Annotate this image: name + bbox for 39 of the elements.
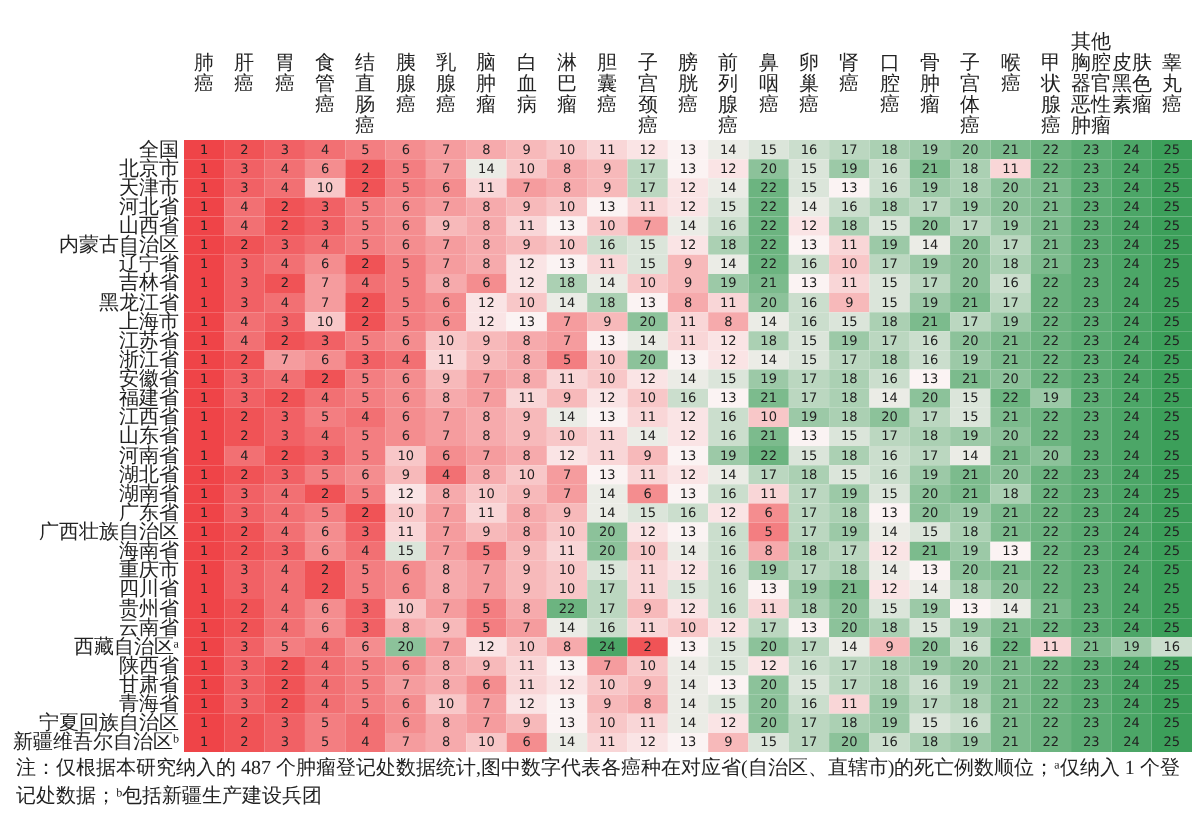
text: 注：仅根据本研究纳入的 487 个肿瘤登记处数据统计,图中数字代表各癌种在对应省(自治区、直辖市)的死亡例数顺位；ᵃ仅纳入 1 个登记处数据；ᵇ包括新疆生产建设兵团 bbox=[16, 756, 1182, 812]
y-tick-label: 天津市 bbox=[119, 175, 179, 200]
x-tick-label: 皮肤黑色素瘤 bbox=[1111, 51, 1152, 117]
y-tick-label: 北京市 bbox=[119, 156, 179, 181]
x-tick-label: 肾癌 bbox=[839, 51, 860, 96]
x-tick-label: 甲状腺癌 bbox=[1038, 53, 1061, 138]
y-tick-label: 湖南省 bbox=[119, 481, 179, 506]
y-tick-label: 河北省 bbox=[119, 194, 179, 219]
x-tick-label: 卵巢癌 bbox=[798, 51, 819, 117]
y-tick-label: 贵州省 bbox=[119, 596, 179, 621]
x-tick-label: 白血病 bbox=[516, 51, 537, 117]
y-tick-label: 河南省 bbox=[119, 443, 179, 468]
x-tick-label: 胰腺癌 bbox=[395, 51, 416, 117]
x-tick-label: 食管癌 bbox=[315, 51, 336, 117]
x-tick-label: 肝癌 bbox=[234, 53, 255, 96]
y-tick-label: 陕西省 bbox=[119, 653, 179, 678]
x-tick-label: 淋巴瘤 bbox=[557, 51, 578, 117]
x-tick-label: 胃癌 bbox=[274, 53, 295, 96]
y-tick-label: 上海市 bbox=[119, 309, 179, 334]
x-tick-label: 其他胸腔器官恶性肿瘤 bbox=[1069, 30, 1112, 138]
x-tick-label: 子宫颈癌 bbox=[637, 53, 658, 138]
x-tick-label: 骨肿瘤 bbox=[919, 53, 940, 117]
y-tick-label: 新疆维吾尔自治区ᵇ bbox=[12, 730, 179, 755]
x-tick-label: 乳腺癌 bbox=[436, 51, 457, 117]
x-tick-label: 子宫体癌 bbox=[960, 53, 981, 138]
x-tick-label: 胆囊癌 bbox=[597, 53, 618, 117]
y-tick-label: 浙江省 bbox=[119, 347, 179, 372]
y-tick-label: 广东省 bbox=[119, 500, 179, 525]
x-tick-label: 膀胱癌 bbox=[678, 51, 698, 117]
x-tick-label: 结直肠癌 bbox=[355, 51, 376, 138]
x-tick-label: 口腔癌 bbox=[879, 53, 900, 117]
y-tick-label: 湖北省 bbox=[119, 462, 179, 487]
x-tick-label: 肺癌 bbox=[194, 51, 215, 96]
x-tick-label: 鼻咽癌 bbox=[758, 51, 779, 117]
x-tick-label: 喉癌 bbox=[1000, 53, 1021, 96]
x-tick-label: 脑肿瘤 bbox=[476, 51, 497, 117]
x-tick-label: 睾丸癌 bbox=[1161, 51, 1182, 117]
x-tick-label: 前列腺癌 bbox=[718, 51, 739, 138]
y-tick-label: 黑龙江省 bbox=[99, 290, 179, 315]
